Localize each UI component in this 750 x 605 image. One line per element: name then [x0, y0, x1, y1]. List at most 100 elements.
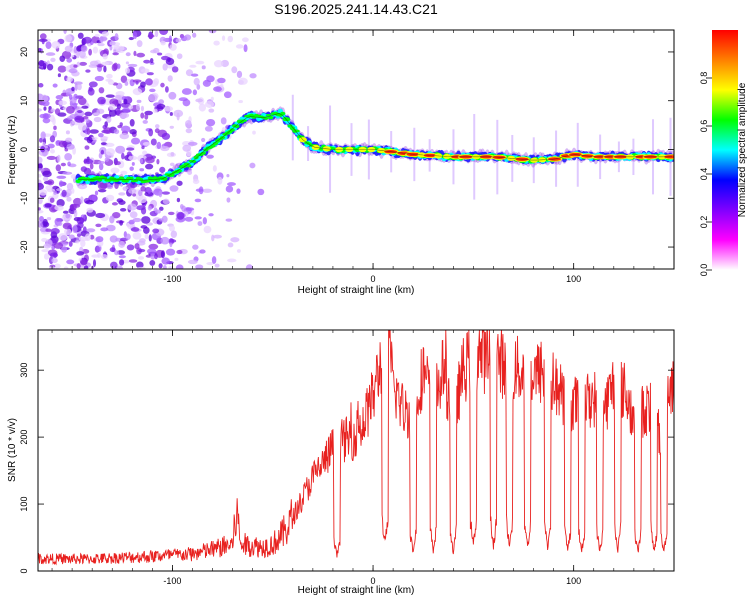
noise-blob — [202, 188, 213, 193]
noise-blob — [64, 153, 73, 161]
noise-blob — [236, 188, 241, 194]
noise-blob — [46, 188, 56, 193]
noise-blob — [125, 67, 131, 74]
noise-blob — [91, 195, 97, 201]
noise-blob — [41, 249, 51, 253]
noise-blob — [80, 239, 86, 248]
noise-blob — [110, 167, 120, 174]
noise-blob — [83, 265, 89, 269]
noise-blob — [126, 244, 135, 251]
noise-blob — [157, 52, 163, 56]
noise-blob — [89, 60, 99, 66]
noise-blob — [241, 37, 249, 43]
noise-blob — [111, 202, 118, 206]
noise-blob — [38, 216, 44, 222]
noise-blob — [243, 44, 248, 53]
noise-blob — [38, 182, 45, 191]
noise-blob — [108, 109, 117, 117]
noise-blob — [109, 103, 116, 111]
noise-blob — [170, 151, 175, 157]
colorbar-tick-label: 0.6 — [699, 120, 709, 133]
colorbar-label: Normalized spectral amplitude — [737, 82, 748, 217]
noise-blob — [138, 256, 145, 260]
noise-blob — [56, 175, 67, 179]
noise-blob — [63, 266, 69, 269]
noise-blob — [213, 40, 220, 46]
noise-blob — [208, 108, 215, 113]
colorbar-ticks: 0.0 0.2 0.4 0.6 0.8 — [699, 72, 712, 276]
noise-blob — [142, 141, 151, 146]
ridge-mark — [280, 111, 286, 116]
noise-blob — [160, 236, 170, 245]
noise-blob — [68, 68, 78, 74]
noise-blob — [161, 215, 168, 223]
noise-blob — [60, 162, 66, 167]
noise-blob — [130, 227, 140, 232]
noise-blob — [79, 61, 88, 66]
noise-blob — [140, 81, 146, 88]
noise-blob — [227, 242, 234, 248]
ridge-mark — [306, 142, 312, 145]
noise-blob — [204, 125, 213, 132]
noise-blob — [76, 251, 85, 256]
noise-blob — [105, 148, 116, 156]
noise-blob — [43, 253, 50, 260]
noise-blob — [91, 254, 100, 258]
noise-blob — [136, 266, 146, 269]
snr-y-label: SNR (10 * v/v) — [7, 418, 18, 482]
noise-blob — [139, 168, 145, 172]
noise-blob — [194, 198, 202, 203]
noise-blob — [187, 141, 198, 146]
noise-blob — [226, 182, 236, 186]
noise-blob — [52, 83, 58, 88]
noise-blob — [169, 162, 175, 167]
noise-blob — [118, 200, 126, 205]
ridge-mark — [212, 141, 218, 146]
noise-blob — [101, 254, 108, 260]
noise-blob — [119, 259, 125, 266]
noise-blob — [129, 119, 135, 127]
noise-blob — [117, 97, 123, 104]
noise-blob — [77, 183, 88, 190]
noise-blob — [123, 98, 128, 105]
noise-blob — [160, 82, 165, 88]
noise-blob — [49, 252, 58, 258]
noise-blob — [128, 36, 134, 41]
spectrogram-x-axis: -100 0 100 — [51, 30, 675, 284]
noise-blob — [223, 91, 232, 99]
noise-blob — [53, 125, 57, 131]
noise-blob — [49, 135, 56, 143]
noise-blob — [154, 124, 160, 129]
noise-blob — [158, 190, 163, 198]
noise-blob — [76, 50, 80, 59]
snr-y-tick-label: 300 — [19, 363, 29, 378]
noise-blob — [213, 60, 224, 68]
noise-blob — [66, 116, 74, 120]
noise-blob — [100, 149, 105, 155]
noise-blob — [132, 31, 138, 39]
noise-blob — [154, 209, 161, 214]
noise-blob — [198, 103, 207, 112]
ridge-mark — [200, 151, 206, 155]
noise-blob — [168, 91, 177, 100]
noise-blob — [139, 158, 143, 164]
noise-blob — [141, 216, 151, 224]
noise-blob — [109, 235, 118, 243]
noise-blob — [72, 225, 78, 233]
noise-blob — [252, 130, 256, 135]
noise-blob — [53, 263, 61, 269]
noise-blob — [169, 225, 175, 232]
snr-x-label: Height of straight line (km) — [298, 585, 415, 596]
noise-blob — [50, 228, 60, 235]
noise-blob — [187, 259, 198, 265]
noise-blob — [198, 186, 204, 195]
noise-blob — [41, 38, 45, 45]
noise-blob — [64, 34, 73, 43]
noise-blob — [138, 196, 147, 204]
noise-blob — [159, 30, 169, 35]
noise-blob — [112, 52, 119, 56]
noise-blob — [65, 188, 72, 197]
noise-blob — [127, 63, 138, 68]
noise-blob — [124, 81, 129, 86]
